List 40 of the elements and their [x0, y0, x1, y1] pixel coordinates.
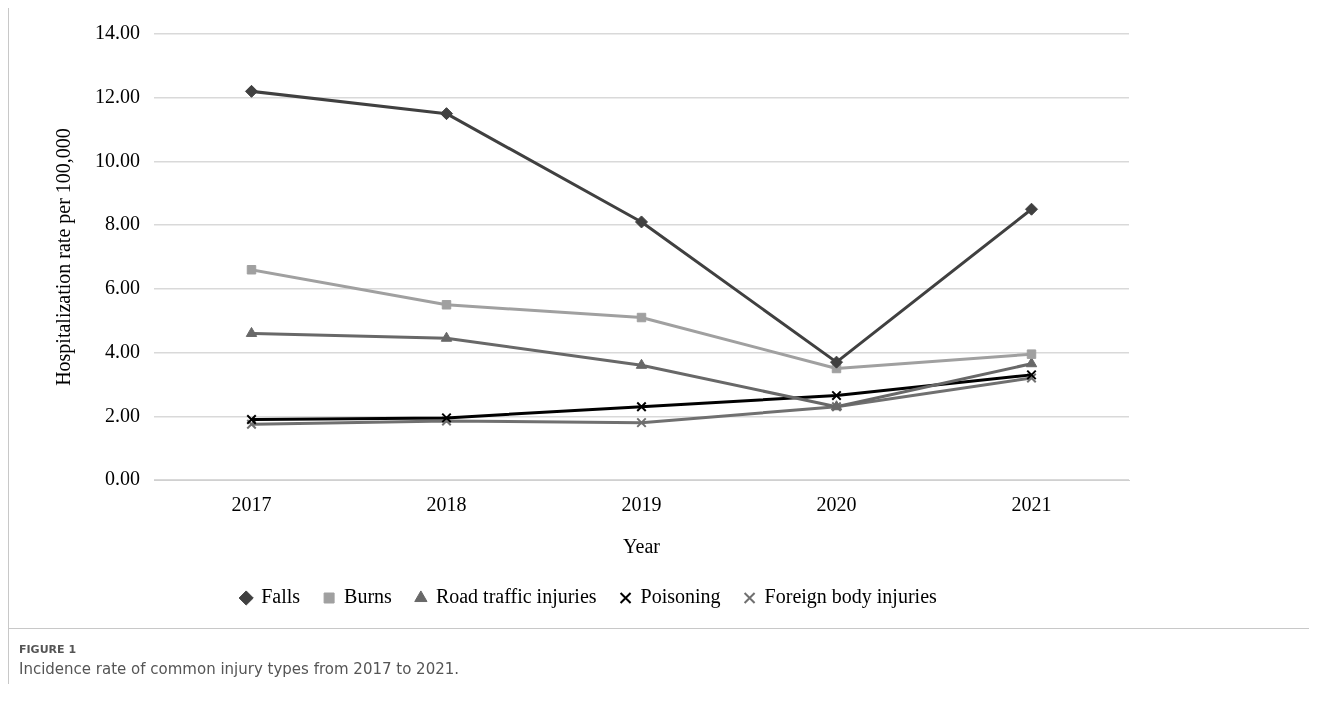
legend-label: Poisoning — [640, 585, 721, 609]
point — [246, 419, 257, 430]
caption: FIGURE 1 — [19, 643, 78, 656]
point — [245, 84, 258, 98]
legend-label: Foreign body injuries — [764, 585, 938, 609]
y-axis-title: Hospitalization rate per 100,000 — [52, 128, 76, 386]
y-tick-label: 2.00 — [105, 403, 140, 426]
x-tick-label: 2017 — [231, 493, 272, 516]
y-tick-label: 0.00 — [105, 467, 140, 490]
legend-label: Road traffic injuries — [435, 585, 597, 609]
y-tick-label: 8.00 — [105, 212, 140, 235]
y-tick-label: 6.00 — [105, 276, 140, 299]
legend-label: Burns — [344, 585, 393, 608]
point — [635, 215, 648, 229]
y-tick-label: 4.00 — [105, 339, 140, 362]
point — [245, 326, 258, 337]
point — [636, 312, 647, 323]
x-axis-title: Year — [623, 535, 661, 558]
point — [1025, 202, 1038, 216]
point — [831, 390, 842, 401]
point — [440, 331, 453, 342]
x-tick-label: 2019 — [621, 493, 662, 516]
point — [246, 414, 257, 425]
point — [441, 300, 452, 310]
point — [1026, 349, 1037, 359]
point — [1025, 357, 1038, 368]
y-tick-label: 12.00 — [95, 84, 140, 107]
y-tick-label: 10.00 — [95, 148, 140, 171]
point — [246, 265, 257, 275]
x-tick-label: 2018 — [426, 493, 467, 516]
x-tick-label: 2020 — [816, 493, 857, 516]
point — [830, 355, 843, 369]
text: Incidence rate of common injury types from 2017 to 2021. — [19, 660, 461, 678]
point — [440, 107, 453, 121]
point — [636, 417, 647, 428]
point — [635, 358, 648, 369]
point — [636, 401, 647, 412]
x-tick-label: 2021 — [1011, 493, 1052, 516]
y-tick-label: 14.00 — [95, 21, 140, 44]
legend-label: Falls — [261, 585, 301, 608]
